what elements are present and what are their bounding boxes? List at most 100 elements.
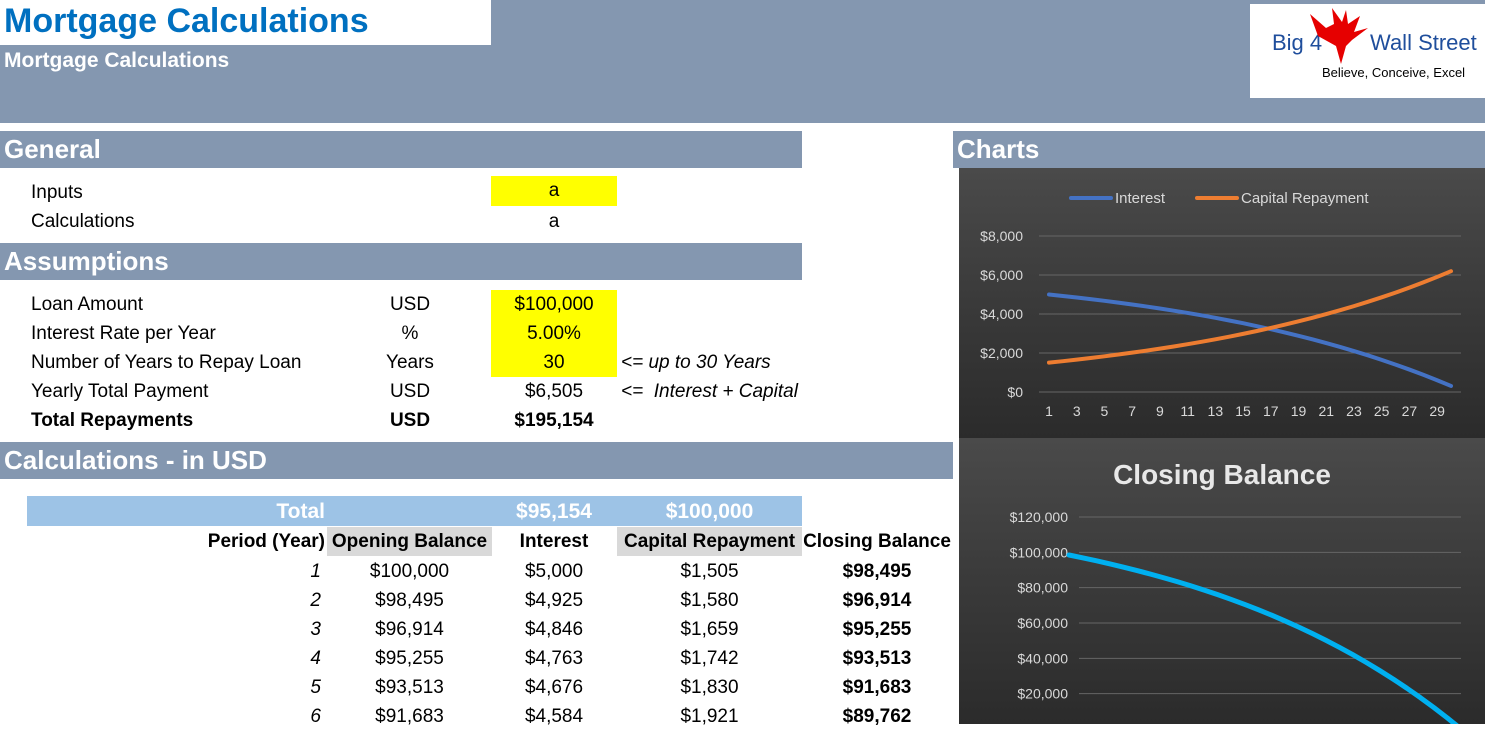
y-tick-label: $100,000 <box>1010 544 1069 560</box>
y-tick-label: $40,000 <box>1017 650 1068 666</box>
assumption-unit-loan-amount: USD <box>389 294 431 315</box>
cell-capital-repayment[interactable]: $1,659 <box>680 619 739 640</box>
assumption-label-total-repayments: Total Repayments <box>31 410 194 431</box>
x-tick-label: 9 <box>1156 403 1164 419</box>
closing-balance-chart[interactable]: Closing Balance $20,000 $40,000 $60,000 $80,… <box>959 438 1485 731</box>
assumption-note-yearly-payment: <= Interest + Capital <box>621 381 798 402</box>
cell-opening-balance[interactable]: $100,000 <box>369 561 450 582</box>
y-tick-label: $8,000 <box>980 228 1023 244</box>
cell-capital-repayment[interactable]: $1,505 <box>680 561 739 582</box>
total-capital-repayment[interactable]: $100,000 <box>665 500 754 523</box>
eagle-icon <box>1308 6 1374 71</box>
cell-opening-balance[interactable]: $91,683 <box>375 706 444 727</box>
cell-period[interactable]: 5 <box>310 677 321 698</box>
x-tick-label: 25 <box>1374 403 1390 419</box>
series-line-capital-repayment <box>1047 269 1453 365</box>
totals-label: Total <box>276 500 325 523</box>
assumption-label-years: Number of Years to Repay Loan <box>31 352 302 373</box>
cell-capital-repayment[interactable]: $1,742 <box>680 648 739 669</box>
assumption-value-total-repayments[interactable]: $195,154 <box>514 410 594 431</box>
logo-text-left: Big 4 <box>1272 30 1323 55</box>
chart-title: Closing Balance <box>1113 459 1331 490</box>
logo: Big 4 Wall Street Believe, Conceive, Exc… <box>1250 4 1485 98</box>
cell-period[interactable]: 1 <box>310 561 321 582</box>
x-tick-label: 17 <box>1263 403 1279 419</box>
x-tick-label: 19 <box>1291 403 1307 419</box>
section-header-calculations: Calculations - in USD <box>0 442 953 479</box>
cell-period[interactable]: 2 <box>310 590 321 611</box>
cell-period[interactable]: 6 <box>310 706 321 727</box>
cell-interest[interactable]: $4,846 <box>524 619 584 640</box>
column-header-interest: Interest <box>519 531 589 552</box>
section-header-charts: Charts <box>953 131 1485 168</box>
cell-capital-repayment[interactable]: $1,580 <box>680 590 739 611</box>
assumption-input-years[interactable]: 30 <box>491 348 617 377</box>
cell-closing-balance[interactable]: $98,495 <box>842 561 912 582</box>
cell-closing-balance[interactable]: $96,914 <box>842 590 912 611</box>
general-label-inputs: Inputs <box>31 182 83 203</box>
title-box <box>0 0 491 45</box>
y-tick-label: $20,000 <box>1017 686 1068 702</box>
cell-opening-balance[interactable]: $93,513 <box>375 677 444 698</box>
y-tick-label: $4,000 <box>980 306 1023 322</box>
cell-interest[interactable]: $4,763 <box>524 648 584 669</box>
x-tick-label: 3 <box>1073 403 1081 419</box>
logo-tagline: Believe, Conceive, Excel <box>1322 65 1466 80</box>
assumption-note-years: <= up to 30 Years <box>621 352 771 373</box>
cell-closing-balance[interactable]: $95,255 <box>842 619 912 640</box>
assumption-unit-years: Years <box>386 352 434 373</box>
assumption-unit-yearly-payment: USD <box>389 381 431 402</box>
x-tick-label: 5 <box>1101 403 1109 419</box>
assumption-value-yearly-payment[interactable]: $6,505 <box>524 381 584 402</box>
assumption-label-interest-rate: Interest Rate per Year <box>31 323 216 344</box>
general-label-calculations: Calculations <box>31 211 135 232</box>
assumption-input-loan-amount[interactable]: $100,000 <box>491 290 617 319</box>
general-value-inputs[interactable]: a <box>491 176 617 206</box>
column-header-period: Period (Year) <box>207 531 325 552</box>
cell-interest[interactable]: $4,584 <box>524 706 584 727</box>
cell-opening-balance[interactable]: $96,914 <box>375 619 444 640</box>
cell-period[interactable]: 3 <box>310 619 321 640</box>
cell-interest[interactable]: $5,000 <box>524 561 584 582</box>
y-tick-label: $60,000 <box>1017 615 1068 631</box>
cell-closing-balance[interactable]: $93,513 <box>842 648 912 669</box>
column-header-closing-balance: Closing Balance <box>803 531 951 552</box>
y-tick-label: $2,000 <box>980 345 1023 361</box>
cell-capital-repayment[interactable]: $1,921 <box>680 706 739 727</box>
y-tick-label: $6,000 <box>980 267 1023 283</box>
interest-capital-chart[interactable]: $0 $2,000 $4,000 $6,000 $8,000 1 3 5 7 9 11 13 15 17 1… <box>959 168 1485 438</box>
y-tick-label: $80,000 <box>1017 580 1068 596</box>
legend-label: Capital Repayment <box>1241 190 1369 207</box>
cell-closing-balance[interactable]: $89,762 <box>842 706 912 727</box>
column-header-capital-repayment: Capital Repayment <box>617 527 802 556</box>
assumption-unit-interest-rate: % <box>401 323 419 344</box>
assumption-label-yearly-payment: Yearly Total Payment <box>31 381 209 402</box>
x-tick-label: 23 <box>1346 403 1362 419</box>
assumption-unit-total-repayments: USD <box>389 410 431 431</box>
x-tick-label: 15 <box>1235 403 1251 419</box>
assumption-label-loan-amount: Loan Amount <box>31 294 143 315</box>
x-tick-label: 27 <box>1402 403 1418 419</box>
page-subtitle: Mortgage Calculations <box>4 49 230 72</box>
cell-capital-repayment[interactable]: $1,830 <box>680 677 739 698</box>
x-tick-label: 21 <box>1318 403 1334 419</box>
cell-closing-balance[interactable]: $91,683 <box>842 677 912 698</box>
closing-balance-chart-svg: Closing Balance $20,000 $40,000 $60,000 $80,… <box>1010 459 1464 731</box>
total-interest[interactable]: $95,154 <box>516 500 592 523</box>
x-tick-label: 29 <box>1429 403 1445 419</box>
totals-row <box>27 496 802 526</box>
cell-opening-balance[interactable]: $98,495 <box>375 590 444 611</box>
legend-label: Interest <box>1115 190 1166 207</box>
assumption-input-interest-rate[interactable]: 5.00% <box>491 319 617 348</box>
general-value-calculations[interactable]: a <box>548 211 560 232</box>
logo-text-right: Wall Street <box>1370 30 1477 55</box>
cell-opening-balance[interactable]: $95,255 <box>375 648 444 669</box>
x-tick-label: 7 <box>1128 403 1136 419</box>
y-tick-label: $0 <box>1007 384 1023 400</box>
cell-interest[interactable]: $4,925 <box>524 590 584 611</box>
y-tick-label: $120,000 <box>1010 509 1069 525</box>
cell-interest[interactable]: $4,676 <box>524 677 584 698</box>
cell-period[interactable]: 4 <box>310 648 321 669</box>
page-title: Mortgage Calculations <box>4 2 369 40</box>
